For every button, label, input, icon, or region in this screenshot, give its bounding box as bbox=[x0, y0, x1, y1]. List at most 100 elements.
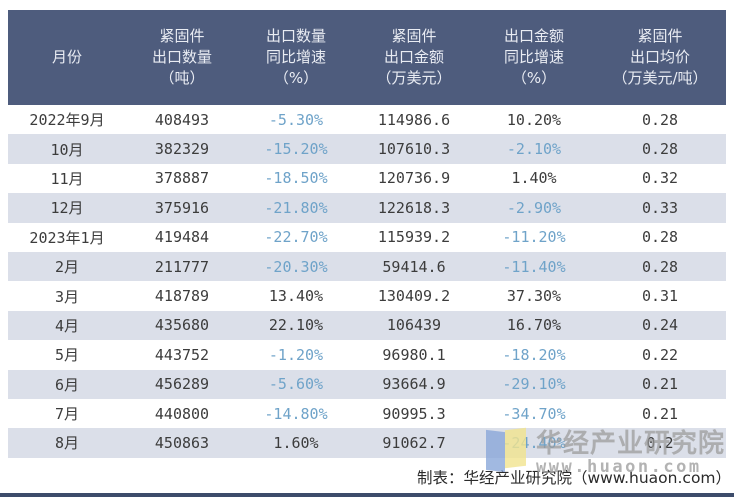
table-cell: -21.80% bbox=[264, 198, 328, 217]
table-cell: -29.10% bbox=[502, 375, 566, 394]
table-row: 6月 456289 -5.60% 93664.9 -29.10% 0.21 bbox=[8, 369, 726, 399]
table-cell: 1.40% bbox=[511, 169, 557, 188]
table-cell: 443752 bbox=[154, 345, 210, 364]
table-cell: 93664.9 bbox=[382, 375, 446, 394]
table-cell: 440800 bbox=[154, 404, 210, 423]
table-cell: -15.20% bbox=[264, 140, 328, 159]
table-cell: 4月 bbox=[54, 316, 80, 335]
table-cell: 120736.9 bbox=[377, 169, 451, 188]
column-header-3: 紧固件 出口金额 （万美元） bbox=[354, 10, 474, 105]
table-cell: 0.28 bbox=[641, 228, 679, 247]
table-cell: -18.50% bbox=[264, 169, 328, 188]
table-header: 月份 紧固件 出口数量 （吨） 出口数量 同比增速 （%） 紧固件 出口金额 （万美元） 出口金额同… bbox=[8, 10, 726, 105]
table-cell: 11月 bbox=[50, 169, 84, 188]
table-cell: 211777 bbox=[154, 257, 210, 276]
column-header-5: 紧固件 出口均价 （万美元/吨） bbox=[594, 10, 726, 105]
table-cell: 1.60% bbox=[273, 433, 319, 452]
table-cell: 0.24 bbox=[641, 316, 679, 335]
table-cell: 106439 bbox=[386, 316, 442, 335]
table-cell: 90995.3 bbox=[382, 404, 446, 423]
table-cell: 122618.3 bbox=[377, 198, 451, 217]
table-body: 2022年9月 408493 -5.30% 114986.6 10.20% 0.28 10月… bbox=[8, 105, 726, 458]
table-cell: 0.28 bbox=[641, 257, 679, 276]
table-cell: 0.21 bbox=[641, 404, 679, 423]
logo-yellow-panel bbox=[505, 427, 526, 469]
huaon-logo-icon bbox=[486, 427, 532, 474]
table-cell: 418789 bbox=[154, 287, 210, 306]
table-row: 12月 375916 -21.80% 122618.3 -2.90% 0.33 bbox=[8, 193, 726, 223]
table-cell: -20.30% bbox=[264, 257, 328, 276]
header-row: 月份 紧固件 出口数量 （吨） 出口数量 同比增速 （%） 紧固件 出口金额 （万美元） 出口金额同… bbox=[8, 10, 726, 105]
table-row: 10月 382329 -15.20% 107610.3 -2.10% 0.28 bbox=[8, 134, 726, 164]
table-cell: 450863 bbox=[154, 433, 210, 452]
table-cell: 3月 bbox=[54, 287, 80, 306]
table-cell: 114986.6 bbox=[377, 110, 451, 129]
column-header-0: 月份 bbox=[8, 10, 126, 105]
table-row: 2022年9月 408493 -5.30% 114986.6 10.20% 0.28 bbox=[8, 105, 726, 134]
table-row: 5月 443752 -1.20% 96980.1 -18.20% 0.22 bbox=[8, 340, 726, 369]
table-cell: 10.20% bbox=[506, 110, 562, 129]
fastener-export-table: 月份 紧固件 出口数量 （吨） 出口数量 同比增速 （%） 紧固件 出口金额 （万美元） 出口金额同… bbox=[8, 10, 726, 458]
table-cell: 2月 bbox=[54, 258, 80, 277]
table-cell: 0.33 bbox=[641, 198, 679, 217]
table-cell: 0.28 bbox=[641, 140, 679, 159]
table-cell: 12月 bbox=[50, 199, 84, 218]
table-row: 4月 435680 22.10% 106439 16.70% 0.24 bbox=[8, 310, 726, 341]
table-cell: 0.22 bbox=[641, 345, 679, 364]
table-cell: 435680 bbox=[154, 316, 210, 335]
table-cell: -1.20% bbox=[268, 345, 324, 364]
table-cell: 115939.2 bbox=[377, 228, 451, 247]
column-header-2: 出口数量 同比增速 （%） bbox=[238, 10, 354, 105]
table-cell: 378887 bbox=[154, 169, 210, 188]
table-cell: -18.20% bbox=[502, 345, 566, 364]
table-cell: 5月 bbox=[54, 346, 80, 365]
table-row: 7月 440800 -14.80% 90995.3 -34.70% 0.21 bbox=[8, 399, 726, 428]
table-row: 8月 450863 1.60% 91062.7 -24.40% 0.2 bbox=[8, 428, 726, 458]
table-cell: 7月 bbox=[54, 405, 80, 424]
table-row: 2023年1月 419484 -22.70% 115939.2 -11.20% 0.28 bbox=[8, 223, 726, 252]
table-cell: 13.40% bbox=[268, 287, 324, 306]
watermark-url-text: www.huaon.com bbox=[536, 457, 702, 477]
table-cell: -34.70% bbox=[502, 404, 566, 423]
table-cell: 6月 bbox=[54, 375, 80, 394]
table-cell: -5.60% bbox=[268, 375, 324, 394]
table-cell: 0.31 bbox=[641, 287, 679, 306]
table-cell: 37.30% bbox=[506, 287, 562, 306]
table-cell: -2.10% bbox=[506, 140, 562, 159]
table-cell: 59414.6 bbox=[382, 257, 446, 276]
table-cell: 375916 bbox=[154, 198, 210, 217]
table-cell: 10月 bbox=[50, 140, 84, 159]
watermark-brand-text: 华经产业研究院 bbox=[536, 429, 726, 459]
table-cell: 22.10% bbox=[268, 316, 324, 335]
table-cell: 8月 bbox=[54, 434, 80, 453]
table-cell: 0.21 bbox=[641, 375, 679, 394]
table-cell: 16.70% bbox=[506, 316, 562, 335]
bottom-divider bbox=[0, 493, 734, 497]
table-cell: -14.80% bbox=[264, 404, 328, 423]
table-cell: 456289 bbox=[154, 375, 210, 394]
table-cell: 91062.7 bbox=[382, 433, 446, 452]
table-cell: 419484 bbox=[154, 228, 210, 247]
table-cell: 382329 bbox=[154, 140, 210, 159]
table-cell: -5.30% bbox=[268, 110, 324, 129]
table-cell: 2022年9月 bbox=[29, 111, 105, 130]
table-cell: 0.28 bbox=[641, 110, 679, 129]
table-cell: 0.2 bbox=[646, 433, 674, 452]
table-cell: 96980.1 bbox=[382, 345, 446, 364]
table-credit-text: 制表：华经产业研究院（www.huaon.com） bbox=[417, 469, 732, 487]
table-row: 3月 418789 13.40% 130409.2 37.30% 0.31 bbox=[8, 281, 726, 310]
table-cell: 130409.2 bbox=[377, 287, 451, 306]
column-header-1: 紧固件 出口数量 （吨） bbox=[126, 10, 238, 105]
table-cell: -2.90% bbox=[506, 198, 562, 217]
table-cell: -11.20% bbox=[502, 228, 566, 247]
logo-blue-panel bbox=[486, 429, 505, 473]
table-row: 2月 211777 -20.30% 59414.6 -11.40% 0.28 bbox=[8, 251, 726, 282]
column-header-4: 出口金额 同比增速 （%） bbox=[474, 10, 594, 105]
table-cell: 0.32 bbox=[641, 169, 679, 188]
table-cell: 408493 bbox=[154, 110, 210, 129]
table-cell: 107610.3 bbox=[377, 140, 451, 159]
table-cell: -22.70% bbox=[264, 228, 328, 247]
table-cell: -11.40% bbox=[502, 257, 566, 276]
table-row: 11月 378887 -18.50% 120736.9 1.40% 0.32 bbox=[8, 164, 726, 193]
